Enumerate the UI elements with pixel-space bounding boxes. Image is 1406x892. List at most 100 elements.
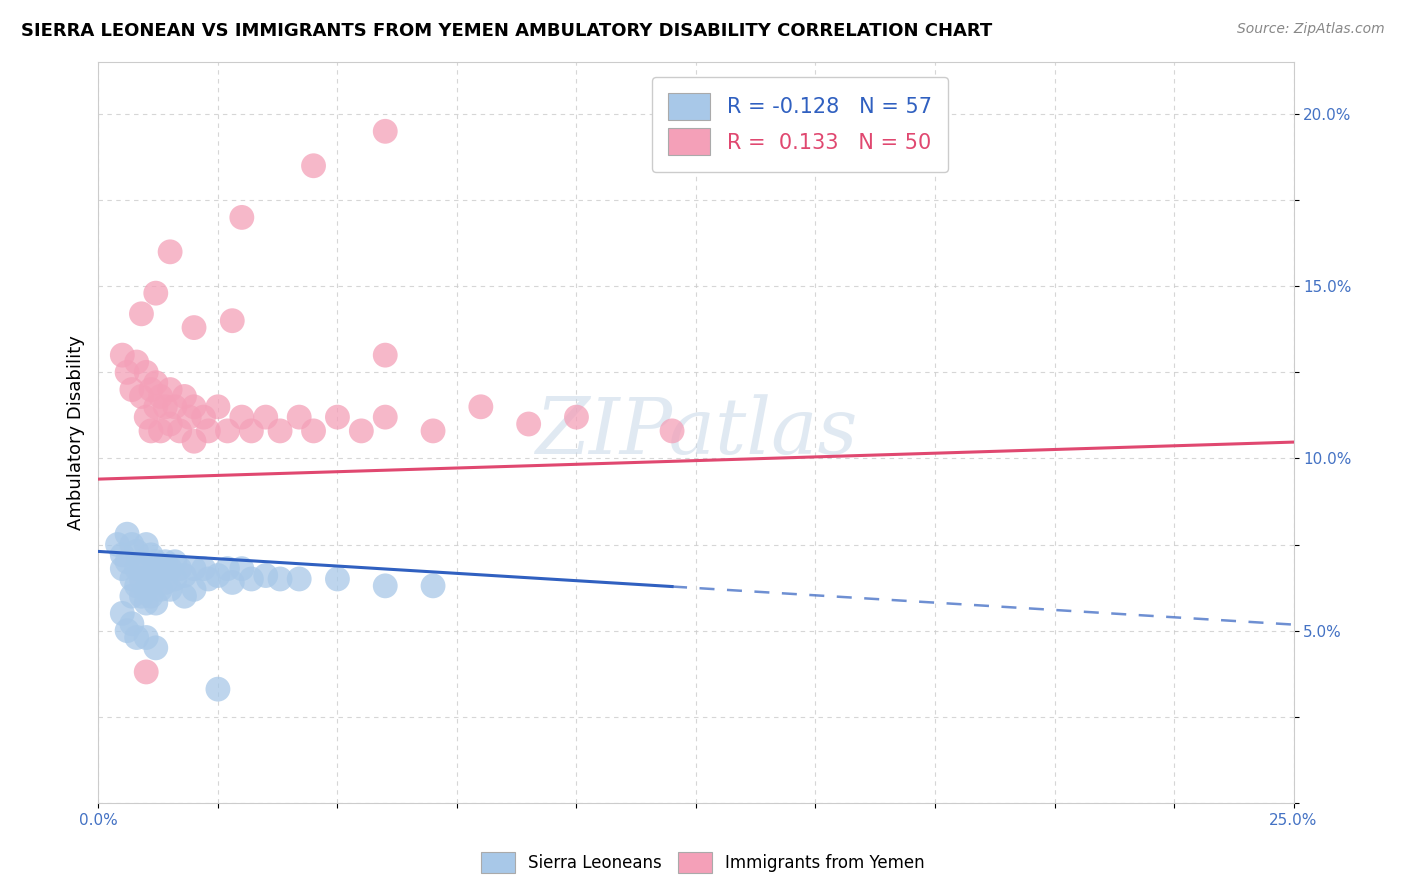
Text: Source: ZipAtlas.com: Source: ZipAtlas.com <box>1237 22 1385 37</box>
Point <box>326 410 349 425</box>
Point <box>302 424 325 438</box>
Point <box>159 244 181 259</box>
Point <box>179 410 201 425</box>
Point <box>131 572 153 586</box>
Point <box>149 389 172 403</box>
Point <box>326 572 349 586</box>
Point <box>374 410 396 425</box>
Point <box>139 589 162 603</box>
Point <box>169 561 191 575</box>
Point <box>183 582 205 597</box>
Point <box>217 561 239 575</box>
Point <box>135 410 157 425</box>
Point <box>183 561 205 575</box>
Point <box>125 544 148 558</box>
Point <box>254 568 277 582</box>
Point <box>149 424 172 438</box>
Point <box>159 417 181 431</box>
Point <box>135 537 157 551</box>
Point <box>183 434 205 449</box>
Point <box>217 424 239 438</box>
Point <box>139 383 162 397</box>
Point <box>207 400 229 414</box>
Legend: Sierra Leoneans, Immigrants from Yemen: Sierra Leoneans, Immigrants from Yemen <box>475 846 931 880</box>
Point <box>231 211 253 225</box>
Point <box>115 624 138 638</box>
Point <box>269 424 291 438</box>
Point <box>135 665 157 679</box>
Point <box>173 568 195 582</box>
Point <box>139 424 162 438</box>
Point <box>231 561 253 575</box>
Point <box>145 640 167 655</box>
Point <box>155 575 177 590</box>
Point <box>197 572 219 586</box>
Point <box>149 561 172 575</box>
Point <box>374 348 396 362</box>
Point <box>145 400 167 414</box>
Point <box>121 589 143 603</box>
Point <box>422 424 444 438</box>
Point <box>111 548 134 562</box>
Point <box>131 555 153 569</box>
Point <box>159 561 181 575</box>
Point <box>183 400 205 414</box>
Point <box>115 365 138 379</box>
Point <box>115 527 138 541</box>
Text: SIERRA LEONEAN VS IMMIGRANTS FROM YEMEN AMBULATORY DISABILITY CORRELATION CHART: SIERRA LEONEAN VS IMMIGRANTS FROM YEMEN … <box>21 22 993 40</box>
Point <box>221 575 243 590</box>
Point <box>565 410 588 425</box>
Point <box>107 537 129 551</box>
Point <box>111 607 134 621</box>
Point <box>193 410 215 425</box>
Point <box>173 389 195 403</box>
Point <box>131 389 153 403</box>
Point <box>207 568 229 582</box>
Point <box>193 561 215 575</box>
Point <box>121 572 143 586</box>
Point <box>269 572 291 586</box>
Legend: R = -0.128   N = 57, R =  0.133   N = 50: R = -0.128 N = 57, R = 0.133 N = 50 <box>652 77 949 172</box>
Point <box>231 410 253 425</box>
Point <box>302 159 325 173</box>
Point <box>135 365 157 379</box>
Point <box>145 572 167 586</box>
Point <box>111 348 134 362</box>
Point <box>422 579 444 593</box>
Point <box>159 383 181 397</box>
Point <box>350 424 373 438</box>
Point <box>155 555 177 569</box>
Point <box>145 555 167 569</box>
Point <box>131 307 153 321</box>
Point <box>135 561 157 575</box>
Point <box>240 424 263 438</box>
Point <box>183 320 205 334</box>
Point <box>221 314 243 328</box>
Point <box>125 631 148 645</box>
Point <box>125 579 148 593</box>
Point <box>125 355 148 369</box>
Point <box>517 417 540 431</box>
Point <box>145 376 167 390</box>
Y-axis label: Ambulatory Disability: Ambulatory Disability <box>66 335 84 530</box>
Point <box>173 589 195 603</box>
Point <box>254 410 277 425</box>
Point <box>125 561 148 575</box>
Point <box>661 424 683 438</box>
Point <box>163 555 186 569</box>
Point <box>121 616 143 631</box>
Point <box>121 383 143 397</box>
Point <box>149 582 172 597</box>
Point <box>197 424 219 438</box>
Text: ZIPatlas: ZIPatlas <box>534 394 858 471</box>
Point <box>374 124 396 138</box>
Point <box>374 579 396 593</box>
Point <box>115 555 138 569</box>
Point <box>145 286 167 301</box>
Point <box>121 537 143 551</box>
Point <box>163 572 186 586</box>
Point <box>155 400 177 414</box>
Point <box>135 582 157 597</box>
Point <box>207 682 229 697</box>
Point <box>139 568 162 582</box>
